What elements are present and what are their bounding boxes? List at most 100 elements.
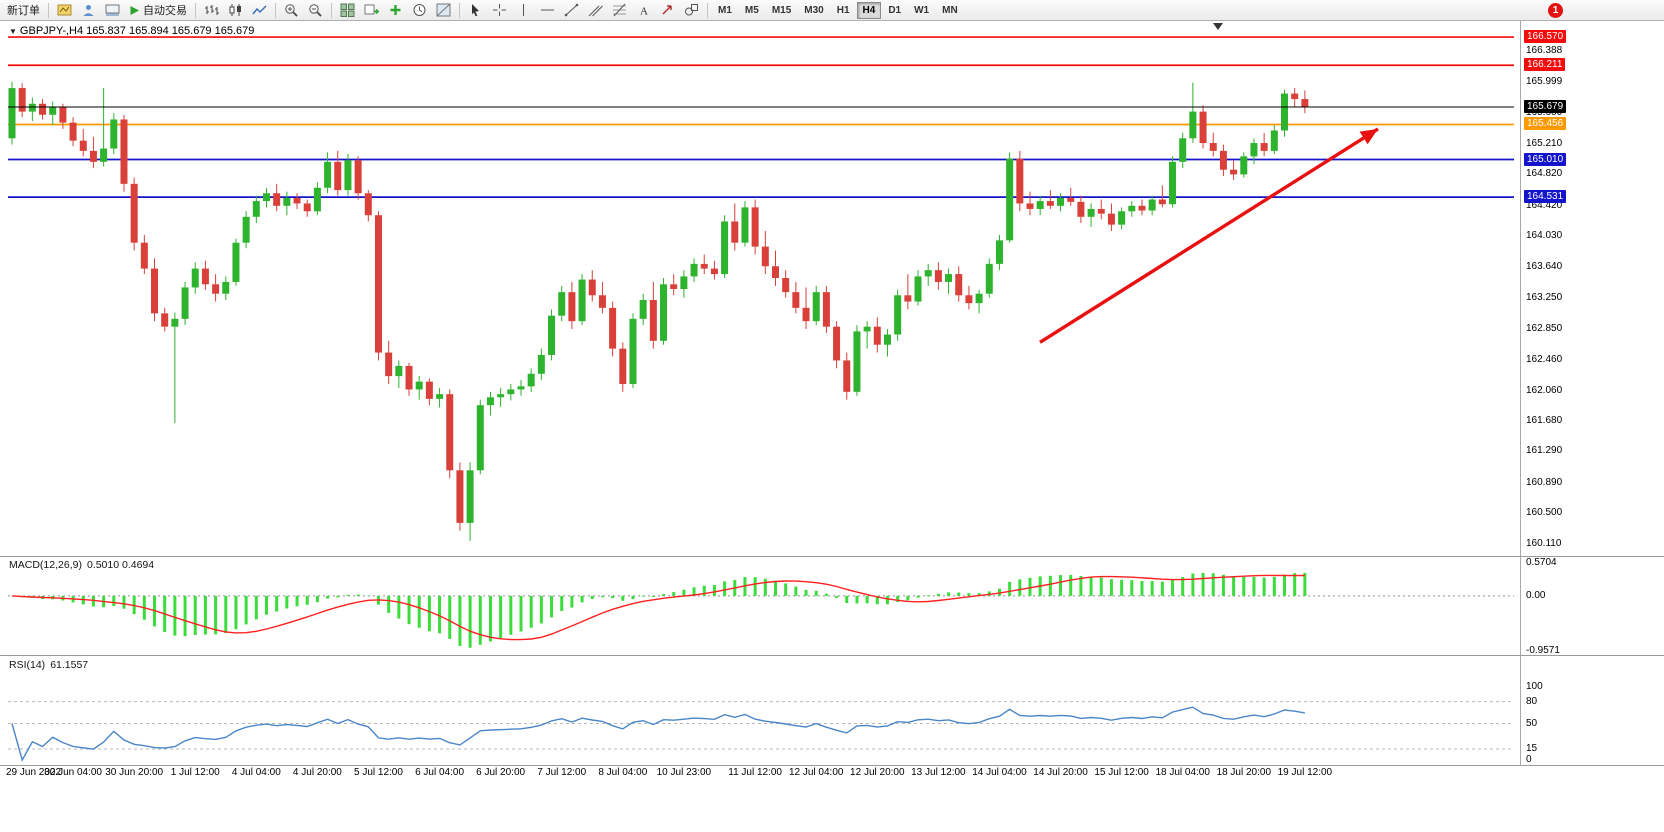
notification-badge[interactable]: 1: [1548, 3, 1563, 18]
auto-trading-play-icon: [129, 5, 140, 16]
new-chart-button[interactable]: [360, 1, 383, 19]
timeframe-h4[interactable]: H4: [856, 1, 882, 19]
line-chart-icon: [252, 3, 267, 17]
time-axis-label: 12 Jul 20:00: [850, 767, 905, 778]
macd-indicator-panel[interactable]: [0, 557, 1664, 655]
toolbar-separator: [195, 2, 196, 18]
timeframe-d1[interactable]: D1: [882, 2, 907, 19]
time-axis-label: 19 Jul 12:00: [1277, 767, 1333, 778]
rsi-indicator-panel[interactable]: [0, 656, 1664, 764]
indicators-icon: [388, 3, 403, 17]
vline-button[interactable]: [512, 1, 535, 19]
axis-tick-label: 165.999: [1526, 76, 1563, 87]
time-axis-label: 6 Jul 20:00: [476, 767, 526, 778]
candlestick-chart[interactable]: [0, 21, 1664, 556]
templates-button[interactable]: [432, 1, 455, 19]
shapes-button[interactable]: [680, 1, 703, 19]
panel-separator[interactable]: [0, 655, 1664, 656]
vline-icon: [516, 3, 531, 17]
axis-tick-label: 50: [1526, 718, 1538, 729]
price-level-label: 165.456: [1524, 117, 1567, 130]
axis-tick-label: 100: [1526, 681, 1543, 692]
price-axis-border: [1520, 21, 1521, 765]
fibonacci-button[interactable]: [608, 1, 631, 19]
time-axis[interactable]: 29 Jun 2022 30 Jun 04:00 30 Jun 20:00 1 Jul…: [0, 767, 1520, 781]
time-axis-label: 4 Jul 20:00: [292, 767, 342, 778]
axis-tick-label: 162.850: [1526, 323, 1563, 334]
toolbar-separator: [707, 2, 708, 18]
axis-tick-label: 162.060: [1526, 385, 1563, 396]
axis-tick-label: 160.500: [1526, 507, 1563, 518]
axis-tick-label: 0.5704: [1526, 557, 1557, 568]
symbol-info-text: GBPJPY-,H4 165.837 165.894 165.679 165.6…: [19, 25, 255, 37]
timeframe-h1[interactable]: H1: [831, 2, 856, 19]
line-chart-button[interactable]: [248, 1, 271, 19]
shapes-icon: [684, 3, 699, 17]
panel-separator[interactable]: [0, 556, 1664, 557]
macd-name-text: MACD(12,26,9): [9, 559, 82, 571]
price-axis[interactable]: 166.388165.999165.600165.210164.820164.4…: [1523, 0, 1663, 781]
auto-trading-label: 自动交易: [143, 5, 187, 17]
channel-button[interactable]: [584, 1, 607, 19]
hline-button[interactable]: [536, 1, 559, 19]
terminal-button[interactable]: [101, 1, 124, 19]
price-level-label: 166.570: [1524, 30, 1567, 43]
time-axis-label: 29 Jun 2022: [6, 767, 62, 778]
axis-tick-label: 164.420: [1526, 200, 1563, 211]
axis-tick-label: 163.250: [1526, 292, 1563, 303]
axis-tick-label: 165.210: [1526, 138, 1563, 149]
time-axis-label: 18 Jul 04:00: [1155, 767, 1210, 778]
rsi-value-text: 61.1557: [50, 659, 89, 671]
zoom-in-button[interactable]: [280, 1, 303, 19]
time-axis-label: 4 Jul 04:00: [231, 767, 281, 778]
chart-collapse-icon[interactable]: ▼: [9, 27, 17, 36]
timeframe-mn[interactable]: MN: [936, 2, 964, 19]
hline-icon: [540, 3, 555, 17]
toolbar-icon-group-windows: [53, 1, 124, 19]
macd-values-text: 0.5010 0.4694: [86, 559, 155, 571]
tile-windows-button[interactable]: [336, 1, 359, 19]
text-button[interactable]: A: [632, 1, 655, 19]
periods-icon: [412, 3, 427, 17]
crosshair-button[interactable]: [488, 1, 511, 19]
axis-tick-label: 15: [1526, 743, 1538, 754]
indicators-button[interactable]: [384, 1, 407, 19]
cursor-button[interactable]: [464, 1, 487, 19]
axis-tick-label: 162.460: [1526, 354, 1563, 365]
timeframe-w1[interactable]: W1: [908, 2, 935, 19]
axis-tick-label: 164.820: [1526, 168, 1563, 179]
time-axis-label: 13 Jul 12:00: [911, 767, 966, 778]
axis-tick-label: -0.9571: [1526, 645, 1560, 656]
trendline-button[interactable]: [560, 1, 583, 19]
axis-tick-label: 160.890: [1526, 477, 1563, 488]
timeframe-m1[interactable]: M1: [712, 2, 738, 19]
zoom-in-icon: [284, 3, 299, 17]
periods-button[interactable]: [408, 1, 431, 19]
timeframe-m5[interactable]: M5: [739, 2, 765, 19]
new-order-button[interactable]: 新订单: [3, 1, 44, 19]
svg-text:A: A: [640, 6, 648, 18]
auto-trading-button[interactable]: 自动交易: [125, 1, 191, 19]
crosshair-icon: [492, 3, 507, 17]
candles-icon: [228, 3, 243, 17]
time-axis-label: 11 Jul 12:00: [728, 767, 782, 778]
charts-button[interactable]: [53, 1, 76, 19]
new-chart-icon: [364, 3, 379, 17]
bars-button[interactable]: [200, 1, 223, 19]
fibonacci-icon: [612, 3, 627, 17]
profile-button[interactable]: [77, 1, 100, 19]
timeframe-m15[interactable]: M15: [766, 2, 797, 19]
zoom-out-button[interactable]: [304, 1, 327, 19]
axis-tick-label: 80: [1526, 696, 1538, 707]
time-axis-label: 14 Jul 04:00: [972, 767, 1027, 778]
new-order-label: 新订单: [7, 5, 40, 17]
candles-button[interactable]: [224, 1, 247, 19]
time-axis-label: 5 Jul 12:00: [354, 767, 403, 778]
price-level-label: 165.010: [1524, 153, 1567, 166]
arrows-button[interactable]: [656, 1, 679, 19]
timeframe-m30[interactable]: M30: [798, 2, 829, 19]
bars-icon: [204, 3, 219, 17]
charts-icon: [57, 3, 72, 17]
axis-tick-label: 164.030: [1526, 230, 1563, 241]
